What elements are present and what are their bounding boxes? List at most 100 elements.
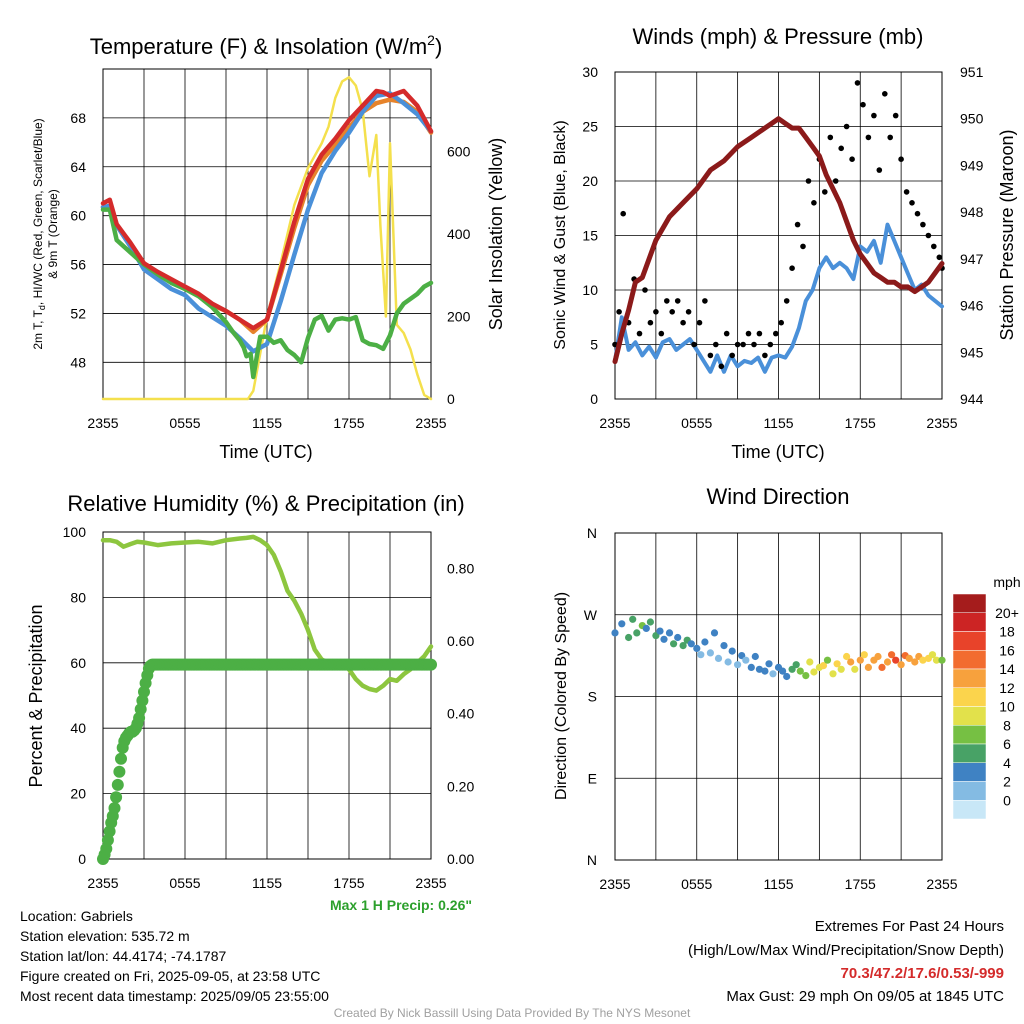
legend-color-box bbox=[952, 762, 987, 782]
sonic-wind-line bbox=[613, 222, 944, 374]
winds-panel-title: Winds (mph) & Pressure (mb) bbox=[633, 24, 924, 49]
gust-point bbox=[647, 319, 654, 326]
figure-created: Figure created on Fri, 2025-09-05, at 23… bbox=[20, 968, 321, 984]
direction-point bbox=[660, 635, 668, 643]
direction-point bbox=[755, 665, 764, 673]
gust-point bbox=[800, 243, 806, 250]
temperature-series bbox=[100, 76, 434, 401]
winds-panel: Winds (mph) & Pressure (mb) 0 5 10 15 20 25 30… bbox=[552, 24, 1017, 462]
direction-point bbox=[618, 620, 626, 628]
gust-point bbox=[860, 101, 866, 108]
direction-point bbox=[883, 658, 892, 666]
direction-point bbox=[751, 652, 759, 661]
legend-color-box bbox=[952, 631, 987, 651]
direction-point bbox=[796, 667, 804, 675]
station-location: Location: Gabriels bbox=[20, 908, 133, 924]
gust-point bbox=[827, 134, 834, 141]
y-right-tick-label: 951 bbox=[960, 64, 984, 80]
y-tick-label: 56 bbox=[70, 257, 86, 273]
precip-point bbox=[115, 752, 127, 765]
gust-point bbox=[838, 145, 844, 152]
gust-point bbox=[664, 298, 670, 304]
station-elevation: Station elevation: 535.72 m bbox=[20, 928, 190, 944]
direction-point bbox=[779, 667, 787, 675]
y-right-tick-label: 948 bbox=[960, 204, 984, 220]
y-tick-label: 20 bbox=[582, 173, 598, 189]
direction-point bbox=[819, 662, 828, 670]
direction-point bbox=[851, 665, 859, 673]
gust-point bbox=[702, 298, 708, 304]
y-right-tick-label: 0.60 bbox=[447, 633, 474, 649]
gust-point bbox=[849, 156, 855, 162]
direction-point bbox=[765, 660, 773, 668]
y-tick-label: 30 bbox=[582, 64, 598, 80]
gust-point bbox=[876, 167, 883, 173]
station-info: Location: Gabriels Station elevation: 53… bbox=[20, 906, 329, 1006]
humidity-y-axis-label: Percent & Precipitation bbox=[26, 604, 46, 787]
gust-point bbox=[909, 200, 915, 206]
x-tick-label: 1755 bbox=[845, 415, 876, 431]
direction-point bbox=[769, 670, 777, 678]
x-tick-label: 2355 bbox=[599, 876, 630, 892]
x-tick-label: 0555 bbox=[681, 876, 712, 892]
direction-point bbox=[823, 656, 832, 664]
x-tick-label: 1155 bbox=[763, 415, 793, 431]
legend-label: 14 bbox=[999, 661, 1015, 677]
gust-point bbox=[920, 221, 926, 228]
direction-point bbox=[724, 658, 732, 666]
legend-label: 18 bbox=[999, 624, 1015, 640]
direction-point bbox=[714, 654, 723, 663]
direction-point bbox=[642, 624, 650, 633]
direction-point bbox=[734, 661, 742, 669]
direction-point bbox=[720, 642, 728, 650]
gust-point bbox=[936, 254, 943, 261]
temperature-panel: Temperature (F) & Insolation (W/m2) 48 52… bbox=[31, 32, 506, 462]
gust-point bbox=[887, 134, 893, 141]
gust-point bbox=[729, 352, 735, 359]
direction-point bbox=[611, 629, 619, 637]
gust-point bbox=[723, 330, 730, 337]
direction-point bbox=[761, 667, 769, 675]
gust-point bbox=[707, 352, 714, 359]
legend-label: 0 bbox=[1003, 792, 1011, 808]
x-tick-label: 1755 bbox=[333, 875, 364, 891]
gust-point bbox=[794, 221, 801, 228]
y-right-tick-label: 200 bbox=[447, 309, 471, 325]
extremes-title: Extremes For Past 24 Hours bbox=[814, 918, 1004, 935]
precip-point bbox=[111, 778, 124, 791]
gust-point bbox=[865, 134, 872, 141]
y-right-tick-label: 944 bbox=[960, 391, 984, 407]
gust-point bbox=[773, 330, 779, 337]
gust-point bbox=[713, 341, 719, 348]
legend-label: 8 bbox=[1003, 717, 1011, 733]
gust-point bbox=[636, 330, 643, 337]
gust-point bbox=[653, 309, 659, 315]
direction-point bbox=[670, 640, 678, 648]
direction-point bbox=[932, 656, 941, 664]
gust-point bbox=[767, 341, 774, 348]
gust-point bbox=[778, 319, 784, 326]
humidity-panel: Relative Humidity (%) & Precipitation (i… bbox=[26, 491, 474, 913]
gust-point bbox=[892, 112, 899, 119]
y-tick-label: 60 bbox=[70, 655, 86, 671]
gust-point bbox=[762, 352, 768, 359]
direction-point bbox=[837, 665, 845, 673]
temperature-y-axis-label: 2m T, Td, HI/WC (Red, Green, Scarlet/Blu… bbox=[31, 118, 47, 349]
direction-point bbox=[938, 656, 946, 664]
gust-point bbox=[843, 123, 850, 130]
x-tick-label: 0555 bbox=[681, 415, 712, 431]
direction-point bbox=[706, 649, 715, 657]
x-tick-label: 0555 bbox=[169, 875, 200, 891]
y-tick-label: 48 bbox=[70, 354, 86, 370]
direction-point bbox=[697, 651, 705, 659]
gust-point bbox=[740, 341, 746, 348]
gust-point bbox=[734, 341, 741, 348]
direction-point bbox=[856, 656, 864, 664]
max-gust: Max Gust: 29 mph On 09/05 at 1845 UTC bbox=[726, 988, 1004, 1005]
y-right-tick-label: 0 bbox=[447, 391, 455, 407]
gust-point bbox=[718, 363, 725, 370]
max-precip-label: Max 1 H Precip: 0.26" bbox=[330, 897, 472, 913]
y-tick-label: 64 bbox=[70, 159, 86, 175]
y-tick-label: E bbox=[588, 770, 597, 786]
winds-y-axis-label: Sonic Wind & Gust (Blue, Black) bbox=[552, 120, 569, 349]
